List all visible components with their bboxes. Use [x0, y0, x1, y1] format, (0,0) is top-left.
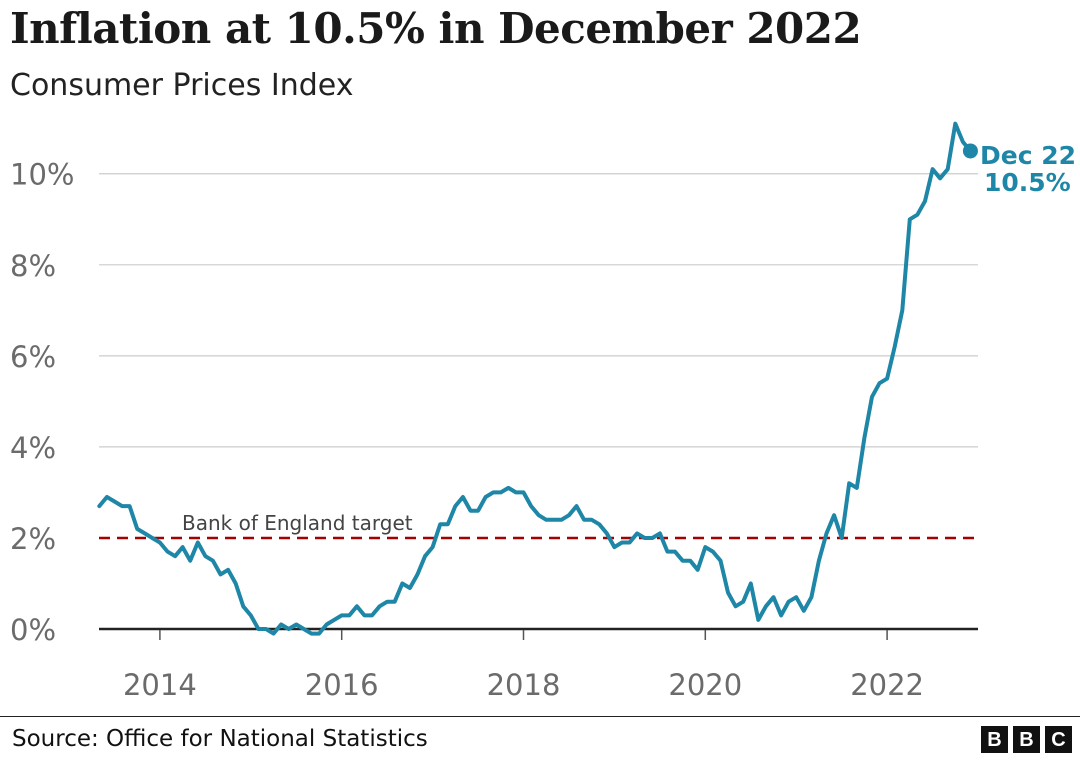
series-group	[97, 121, 973, 636]
x-tick-label-2016: 2016	[305, 668, 379, 702]
chart-title: Inflation at 10.5% in December 2022	[10, 4, 862, 53]
bbc-logo: B B C	[981, 726, 1072, 753]
cpi-series-line	[97, 121, 973, 636]
line-chart: 0% 2% 4% 6% 8% 10% 2014 2016 2018 2020 2022 Bank …	[10, 121, 1076, 702]
target-line-label: Bank of England target	[182, 511, 413, 535]
source-note: Source: Office for National Statistics	[12, 726, 428, 752]
y-tick-label-6: 6%	[10, 340, 56, 374]
y-tick-label-0: 0%	[10, 613, 56, 647]
footer-divider	[0, 716, 1080, 717]
x-tick-label-2020: 2020	[668, 668, 742, 702]
x-tick-label-2014: 2014	[123, 668, 197, 702]
y-tick-label-2: 2%	[10, 522, 56, 556]
y-tick-label-4: 4%	[10, 431, 56, 465]
y-axis-tick-labels: 0% 2% 4% 6% 8% 10%	[10, 158, 74, 647]
reference-line-group: Bank of England target	[99, 511, 978, 540]
y-tick-label-10: 10%	[10, 158, 74, 192]
end-label-date: Dec 22	[980, 141, 1076, 170]
logo-block-b1: B	[981, 726, 1008, 753]
end-label-value: 10.5%	[984, 168, 1071, 197]
y-tick-label-8: 8%	[10, 249, 56, 283]
x-tick-label-2022: 2022	[850, 668, 924, 702]
logo-block-b2: B	[1013, 726, 1040, 753]
chart-subtitle: Consumer Prices Index	[10, 68, 354, 103]
x-tick-label-2018: 2018	[487, 668, 561, 702]
gridlines	[99, 173, 978, 631]
x-axis: 2014 2016 2018 2020 2022	[123, 630, 924, 702]
end-point-marker	[962, 143, 978, 159]
logo-block-c: C	[1045, 726, 1072, 753]
